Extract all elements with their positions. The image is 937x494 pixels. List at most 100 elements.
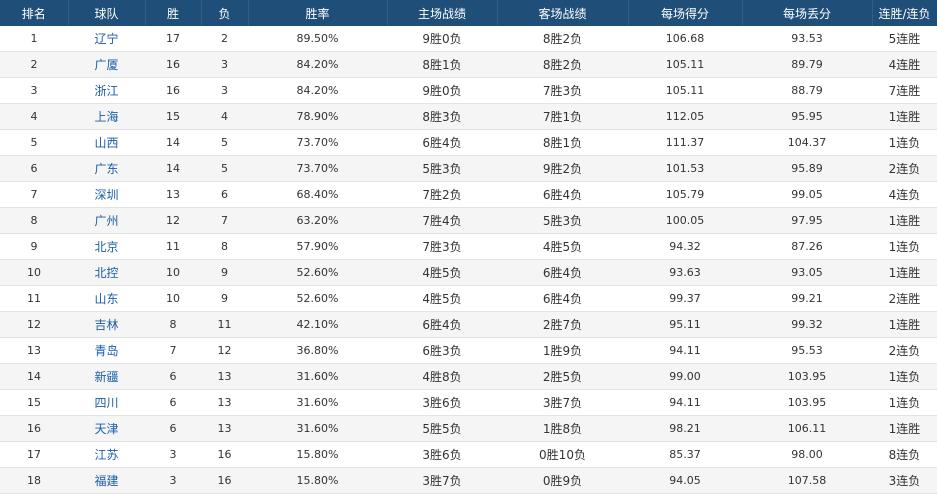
losses-cell: 7 <box>201 207 248 234</box>
points-allowed-cell: 99.21 <box>742 285 872 312</box>
points-allowed-cell: 99.32 <box>742 311 872 338</box>
wins-cell: 7 <box>145 337 201 364</box>
home-record-cell: 6胜4负 <box>387 129 497 156</box>
win-pct-cell: 31.60% <box>248 415 387 442</box>
points-allowed-cell: 106.11 <box>742 415 872 442</box>
rank-cell: 12 <box>0 311 68 338</box>
losses-cell: 8 <box>201 233 248 260</box>
win-pct-cell: 84.20% <box>248 51 387 78</box>
points-allowed-cell: 88.79 <box>742 77 872 104</box>
losses-cell: 3 <box>201 51 248 78</box>
team-link[interactable]: 山东 <box>94 292 119 306</box>
losses-cell: 13 <box>201 389 248 416</box>
team-link[interactable]: 浙江 <box>94 84 119 98</box>
team-link[interactable]: 新疆 <box>94 370 119 384</box>
losses-cell: 6 <box>201 181 248 208</box>
away-record-cell: 4胜5负 <box>497 233 628 260</box>
streak-cell: 1连负 <box>872 363 937 390</box>
points-per-game-cell: 100.05 <box>628 207 742 234</box>
home-record-cell: 6胜3负 <box>387 337 497 364</box>
losses-cell: 4 <box>201 103 248 130</box>
team-link[interactable]: 江苏 <box>94 448 119 462</box>
team-cell: 山东 <box>68 285 145 312</box>
losses-cell: 5 <box>201 155 248 182</box>
points-allowed-cell: 93.53 <box>742 26 872 52</box>
streak-cell: 2连负 <box>872 155 937 182</box>
away-record-cell: 3胜7负 <box>497 389 628 416</box>
points-allowed-cell: 95.89 <box>742 155 872 182</box>
rank-cell: 4 <box>0 103 68 130</box>
team-link[interactable]: 四川 <box>94 396 119 410</box>
streak-cell: 1连胜 <box>872 311 937 338</box>
wins-cell: 11 <box>145 233 201 260</box>
table-row: 15 四川 6 13 31.60% 3胜6负 3胜7负 94.11 103.95 1连负 <box>0 389 937 416</box>
points-per-game-cell: 105.11 <box>628 51 742 78</box>
header-losses: 负 <box>201 0 249 26</box>
win-pct-cell: 84.20% <box>248 77 387 104</box>
rank-cell: 17 <box>0 441 68 468</box>
rank-cell: 10 <box>0 259 68 286</box>
points-per-game-cell: 93.63 <box>628 259 742 286</box>
rank-cell: 14 <box>0 363 68 390</box>
table-row: 16 天津 6 13 31.60% 5胜5负 1胜8负 98.21 106.11 1连胜 <box>0 415 937 442</box>
team-link[interactable]: 深圳 <box>94 188 119 202</box>
team-link[interactable]: 吉林 <box>94 318 119 332</box>
rank-cell: 15 <box>0 389 68 416</box>
points-per-game-cell: 94.11 <box>628 389 742 416</box>
header-row: 排名 球队 胜 负 胜率 主场战绩 客场战绩 每场得分 每场丢分 连胜/连负 <box>0 0 937 26</box>
header-wins: 胜 <box>145 0 202 26</box>
team-link[interactable]: 山西 <box>94 136 119 150</box>
team-link[interactable]: 辽宁 <box>94 32 119 46</box>
streak-cell: 1连胜 <box>872 207 937 234</box>
table-row: 11 山东 10 9 52.60% 4胜5负 6胜4负 99.37 99.21 2连胜 <box>0 285 937 312</box>
team-link[interactable]: 天津 <box>94 422 119 436</box>
win-pct-cell: 31.60% <box>248 389 387 416</box>
table-row: 2 广厦 16 3 84.20% 8胜1负 8胜2负 105.11 89.79 4连胜 <box>0 51 937 78</box>
away-record-cell: 9胜2负 <box>497 155 628 182</box>
team-link[interactable]: 北京 <box>94 240 119 254</box>
team-link[interactable]: 北控 <box>94 266 119 280</box>
rank-cell: 6 <box>0 155 68 182</box>
points-per-game-cell: 106.68 <box>628 26 742 52</box>
rank-cell: 7 <box>0 181 68 208</box>
team-link[interactable]: 广东 <box>94 162 119 176</box>
win-pct-cell: 31.60% <box>248 363 387 390</box>
team-cell: 新疆 <box>68 363 145 390</box>
points-allowed-cell: 97.95 <box>742 207 872 234</box>
team-link[interactable]: 上海 <box>94 110 119 124</box>
rank-cell: 5 <box>0 129 68 156</box>
home-record-cell: 3胜6负 <box>387 389 497 416</box>
team-cell: 广厦 <box>68 51 145 78</box>
rank-cell: 3 <box>0 77 68 104</box>
home-record-cell: 5胜3负 <box>387 155 497 182</box>
team-link[interactable]: 青岛 <box>94 344 119 358</box>
team-cell: 山西 <box>68 129 145 156</box>
win-pct-cell: 57.90% <box>248 233 387 260</box>
table-row: 8 广州 12 7 63.20% 7胜4负 5胜3负 100.05 97.95 1连胜 <box>0 207 937 234</box>
losses-cell: 13 <box>201 415 248 442</box>
table-row: 6 广东 14 5 73.70% 5胜3负 9胜2负 101.53 95.89 2连负 <box>0 155 937 182</box>
rank-cell: 16 <box>0 415 68 442</box>
team-link[interactable]: 广州 <box>94 214 119 228</box>
table-row: 12 吉林 8 11 42.10% 6胜4负 2胜7负 95.11 99.32 1连胜 <box>0 311 937 338</box>
win-pct-cell: 89.50% <box>248 26 387 52</box>
win-pct-cell: 52.60% <box>248 259 387 286</box>
team-cell: 深圳 <box>68 181 145 208</box>
wins-cell: 16 <box>145 51 201 78</box>
away-record-cell: 6胜4负 <box>497 285 628 312</box>
team-cell: 天津 <box>68 415 145 442</box>
wins-cell: 14 <box>145 155 201 182</box>
home-record-cell: 8胜3负 <box>387 103 497 130</box>
streak-cell: 1连胜 <box>872 259 937 286</box>
win-pct-cell: 68.40% <box>248 181 387 208</box>
team-link[interactable]: 福建 <box>94 474 119 488</box>
home-record-cell: 7胜2负 <box>387 181 497 208</box>
team-cell: 江苏 <box>68 441 145 468</box>
points-allowed-cell: 95.53 <box>742 337 872 364</box>
home-record-cell: 8胜1负 <box>387 51 497 78</box>
losses-cell: 2 <box>201 26 248 52</box>
away-record-cell: 8胜2负 <box>497 26 628 52</box>
points-allowed-cell: 87.26 <box>742 233 872 260</box>
win-pct-cell: 36.80% <box>248 337 387 364</box>
team-link[interactable]: 广厦 <box>94 58 119 72</box>
